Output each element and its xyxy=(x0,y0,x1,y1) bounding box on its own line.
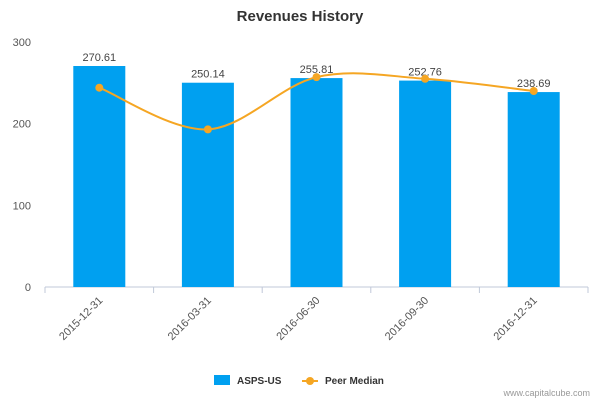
legend-label-peer: Peer Median xyxy=(325,376,384,387)
peer-median-series xyxy=(95,72,538,134)
x-axis: 2015-12-31 2016-03-31 2016-06-30 2016-09-30… xyxy=(44,286,589,343)
legend-swatch-peer-dot xyxy=(306,377,314,385)
bar-2015-12-31[interactable] xyxy=(73,66,126,287)
legend-label-asps: ASPS-US xyxy=(237,376,282,387)
peer-median-point-2016-06-30[interactable] xyxy=(312,73,321,82)
bar-2016-06-30[interactable] xyxy=(290,78,343,287)
legend-swatch-asps xyxy=(214,375,230,385)
peer-median-point-2015-12-31[interactable] xyxy=(95,83,104,92)
bar-value-label: 252.76 xyxy=(408,67,442,79)
y-tick-label: 0 xyxy=(25,282,31,294)
x-tick-label: 2016-03-31 xyxy=(166,295,214,343)
y-tick-label: 100 xyxy=(13,200,31,212)
bar-value-label: 250.14 xyxy=(191,69,225,81)
bar-2016-09-30[interactable] xyxy=(399,80,452,287)
y-axis: 0 100 200 300 xyxy=(13,37,31,294)
data-labels: 270.61 250.14 255.81 252.76 238.69 xyxy=(82,52,550,90)
x-tick-label: 2016-09-30 xyxy=(383,295,431,343)
bar-value-label: 270.61 xyxy=(82,52,116,64)
y-tick-label: 200 xyxy=(13,119,31,131)
bar-value-label: 255.81 xyxy=(300,64,334,76)
credit-text: www.capitalcube.com xyxy=(502,388,590,398)
bar-value-label: 238.69 xyxy=(517,78,551,90)
peer-median-point-2016-09-30[interactable] xyxy=(421,74,430,83)
x-tick-label: 2015-12-31 xyxy=(57,295,105,343)
y-tick-label: 300 xyxy=(13,37,31,49)
x-tick-label: 2016-12-31 xyxy=(492,295,540,343)
bar-2016-03-31[interactable] xyxy=(181,82,234,288)
chart-title: Revenues History xyxy=(237,8,364,25)
peer-median-point-2016-12-31[interactable] xyxy=(529,87,538,95)
legend[interactable]: ASPS-US Peer Median xyxy=(214,375,384,387)
peer-median-point-2016-03-31[interactable] xyxy=(203,125,212,134)
x-tick-label: 2016-06-30 xyxy=(274,295,322,343)
bar-2016-12-31[interactable] xyxy=(507,92,560,288)
bar-series xyxy=(73,66,560,288)
